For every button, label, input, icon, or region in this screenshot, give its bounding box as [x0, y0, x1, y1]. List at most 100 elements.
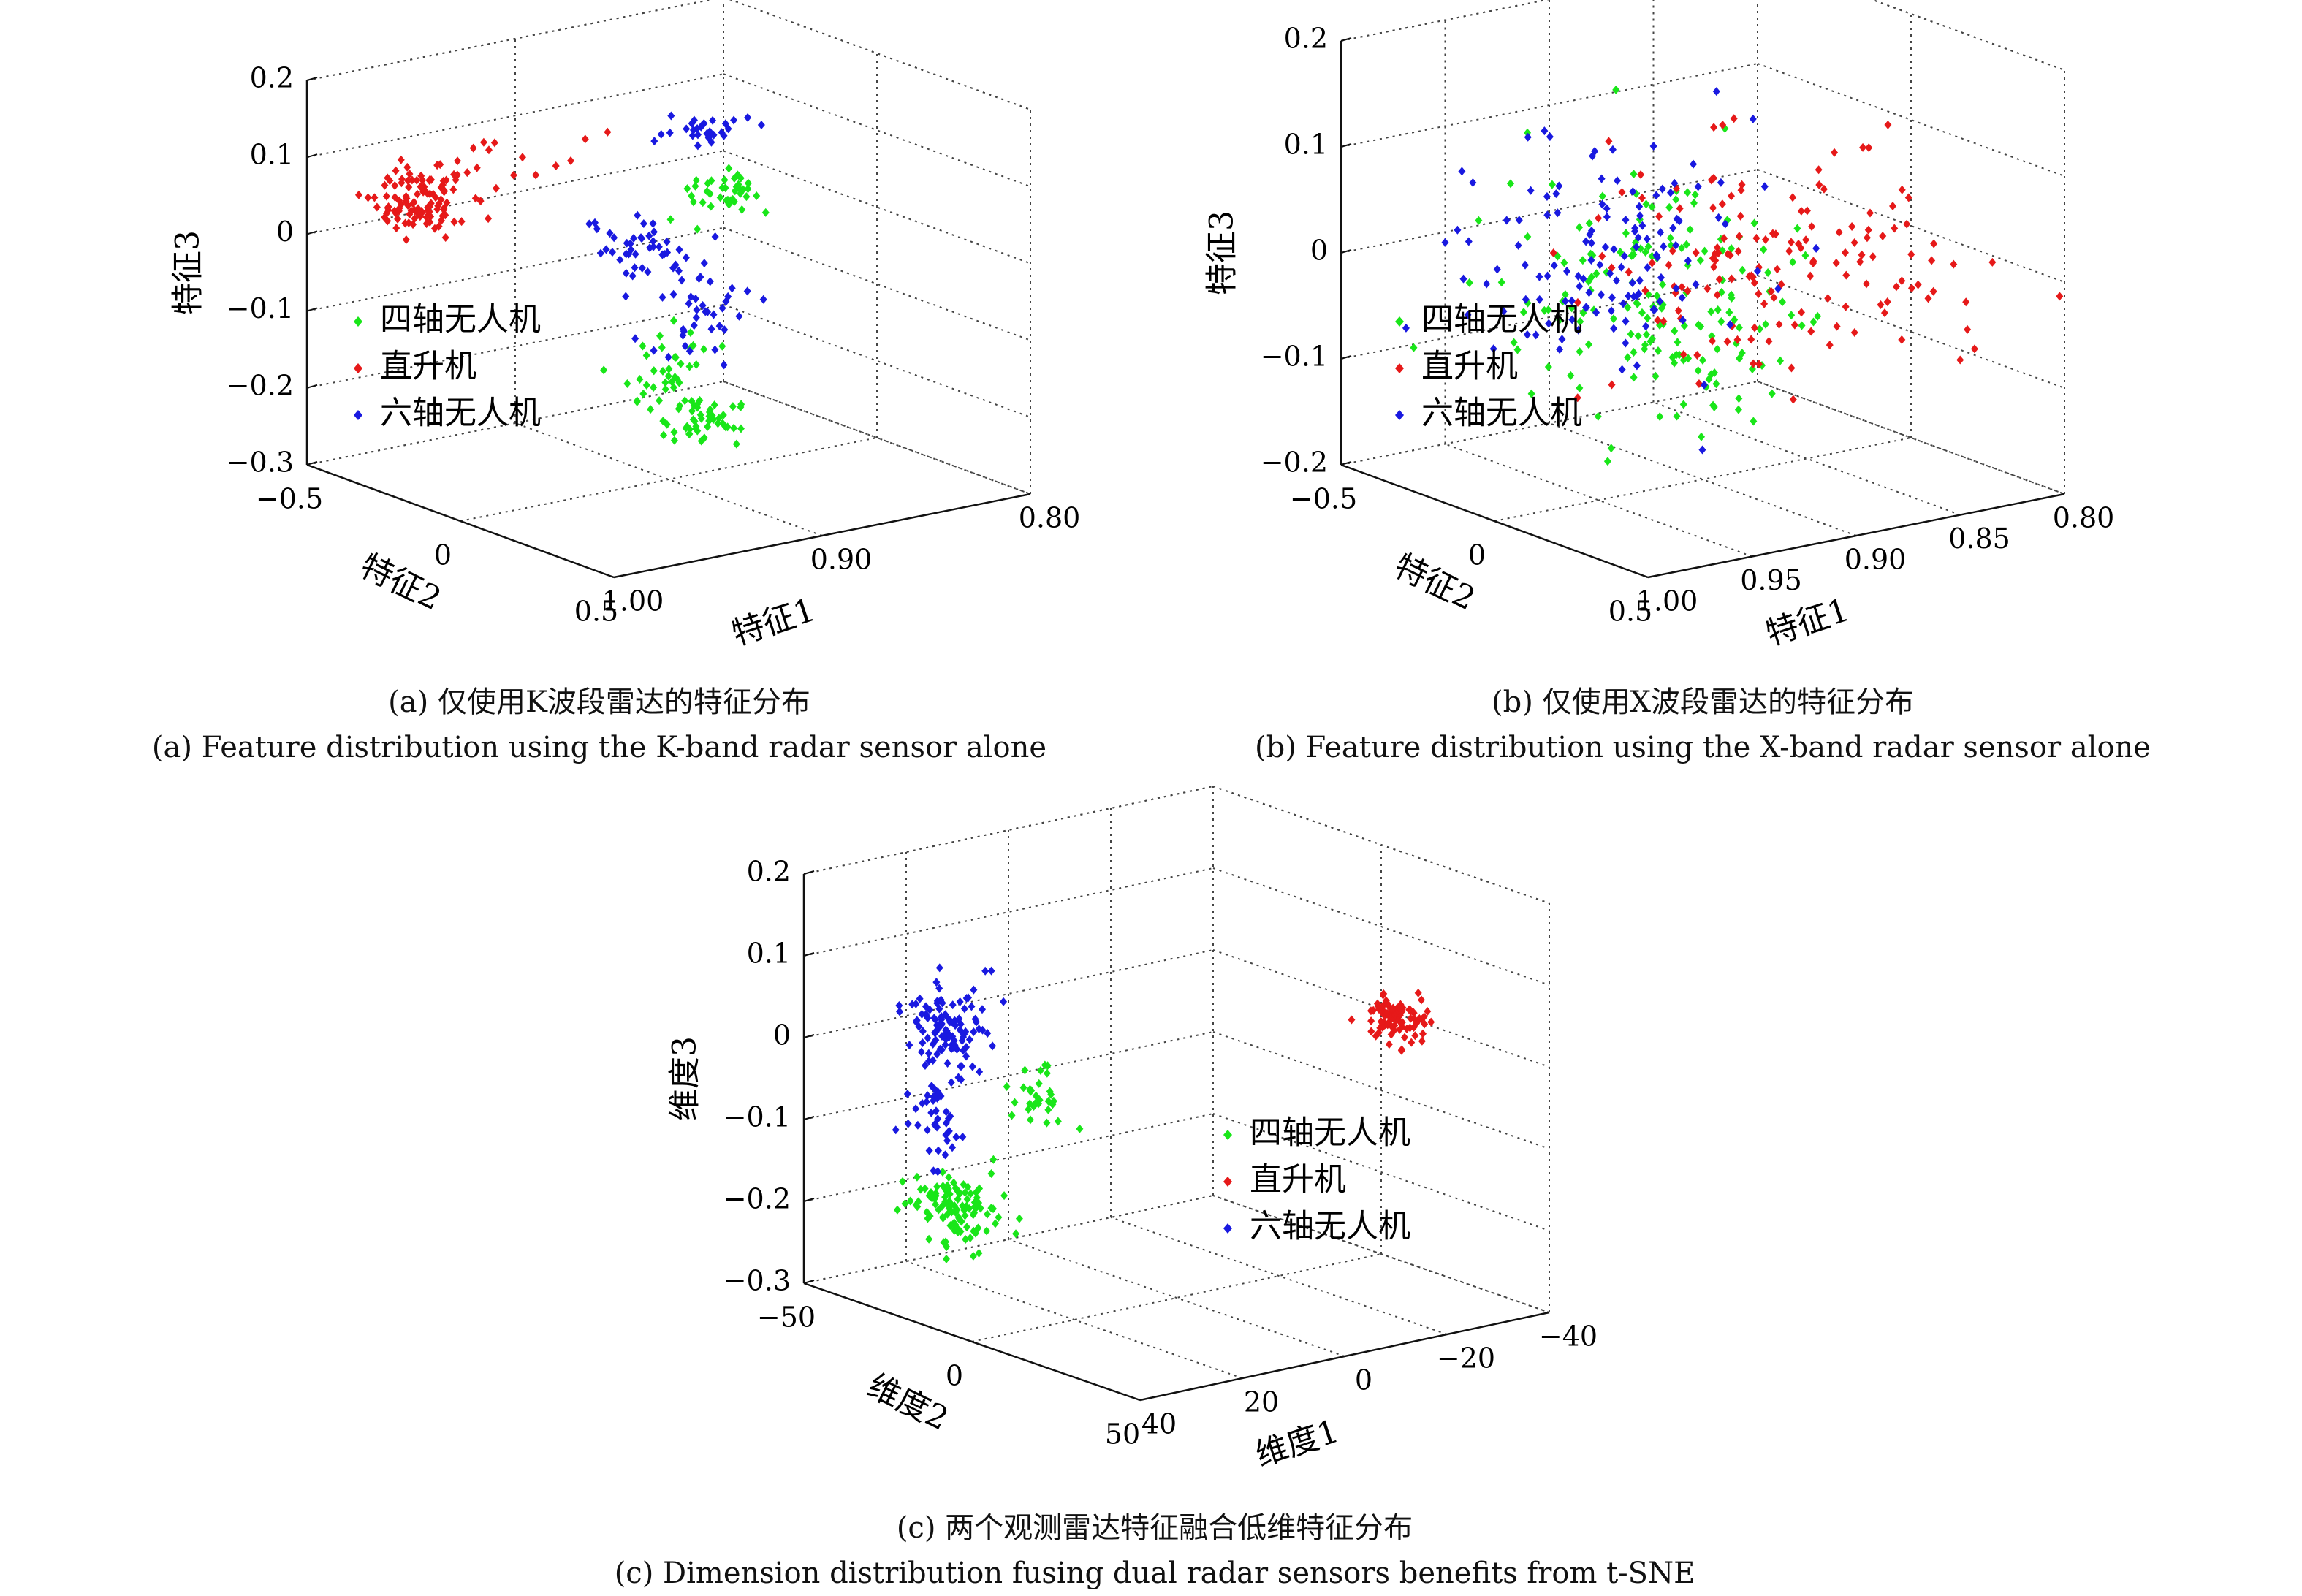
data-point	[1928, 256, 1936, 265]
data-point	[966, 1233, 974, 1242]
data-point	[647, 405, 655, 414]
data-point	[1726, 320, 1734, 330]
data-point	[685, 430, 694, 439]
data-point	[1714, 213, 1722, 222]
data-point	[737, 400, 745, 409]
data-point	[1698, 445, 1706, 455]
data-point	[1666, 233, 1674, 243]
data-point	[1778, 297, 1786, 307]
data-point	[1788, 363, 1796, 373]
data-point	[636, 375, 644, 384]
data-point	[695, 274, 703, 284]
z-tick-label: −0.1	[723, 1101, 791, 1133]
data-point	[919, 1027, 927, 1036]
data-point	[1489, 344, 1497, 354]
grid-line-y	[971, 1253, 1382, 1342]
legend-label-hexa: 六轴无人机	[380, 395, 541, 432]
data-point	[1653, 253, 1661, 262]
data-point	[1630, 244, 1638, 254]
data-point	[457, 217, 466, 227]
grid-line-y	[460, 437, 878, 522]
data-point	[1000, 1191, 1008, 1201]
data-point	[1612, 276, 1620, 285]
data-point	[1044, 1105, 1052, 1114]
data-point	[1715, 275, 1723, 284]
x-axis-label: 特征1	[1762, 591, 1854, 653]
data-point	[1756, 324, 1764, 334]
data-point	[1848, 221, 1856, 231]
data-point	[373, 202, 381, 212]
data-point	[759, 294, 767, 304]
data-point	[1638, 308, 1646, 317]
data-point	[1548, 180, 1556, 189]
data-point	[739, 185, 747, 194]
data-point	[661, 384, 669, 394]
data-point	[901, 1199, 909, 1209]
data-point	[450, 217, 458, 227]
data-point	[961, 1188, 969, 1197]
data-point	[1907, 250, 1915, 259]
data-point	[1755, 360, 1763, 369]
data-point	[1642, 322, 1650, 331]
x-tick-label: 20	[1244, 1386, 1279, 1418]
data-point	[1464, 310, 1472, 319]
caption-a-en: (a) Feature distribution using the K-ban…	[151, 731, 1047, 764]
data-point	[950, 1036, 958, 1046]
data-point	[685, 346, 694, 356]
data-point	[616, 255, 624, 265]
data-point	[1684, 354, 1693, 363]
z-tick-label: 0	[773, 1019, 791, 1052]
data-point	[939, 1213, 947, 1223]
data-point	[690, 321, 698, 330]
box-edge	[1212, 786, 1550, 904]
data-point	[729, 402, 737, 411]
data-point	[1675, 216, 1683, 226]
data-point	[912, 1104, 920, 1114]
data-point	[709, 115, 717, 125]
data-point	[1644, 263, 1652, 273]
data-point	[929, 1193, 937, 1202]
data-point	[405, 218, 413, 227]
data-point	[1703, 284, 1712, 293]
data-point	[1610, 324, 1618, 333]
data-point	[1603, 267, 1611, 277]
data-point	[1367, 1006, 1375, 1016]
data-point	[935, 1020, 943, 1030]
data-point	[938, 1031, 946, 1041]
data-point	[721, 325, 729, 335]
data-point	[970, 1226, 978, 1236]
data-point	[923, 1125, 931, 1135]
data-point	[965, 1035, 973, 1044]
caption-c-cn: (c) 两个观测雷达特征融合低维特征分布	[896, 1511, 1413, 1545]
data-point	[975, 1248, 983, 1258]
data-point	[1410, 1022, 1418, 1032]
data-point	[670, 436, 678, 445]
data-point	[490, 138, 498, 148]
data-point	[1648, 202, 1656, 212]
data-point	[948, 1207, 956, 1217]
data-point	[1720, 234, 1728, 243]
data-point	[989, 1204, 998, 1214]
grid-line-y	[1494, 437, 1912, 522]
data-point	[1739, 265, 1747, 275]
data-point	[1760, 245, 1768, 254]
data-point	[1705, 375, 1713, 384]
data-point	[1585, 340, 1593, 349]
data-point	[1809, 256, 1817, 266]
data-point	[1348, 1015, 1356, 1025]
data-point	[1503, 216, 1511, 225]
data-point	[934, 1114, 942, 1124]
data-point	[585, 219, 593, 229]
data-point	[1692, 280, 1700, 289]
data-point	[1493, 265, 1501, 274]
data-point	[394, 214, 402, 224]
data-point	[509, 170, 517, 180]
data-point	[742, 192, 751, 202]
data-point	[995, 1212, 1003, 1222]
data-point	[933, 1122, 941, 1132]
data-point	[658, 292, 666, 302]
data-point	[1679, 350, 1687, 360]
data-point	[411, 213, 419, 223]
data-point	[976, 1067, 984, 1076]
data-point	[945, 1189, 953, 1198]
